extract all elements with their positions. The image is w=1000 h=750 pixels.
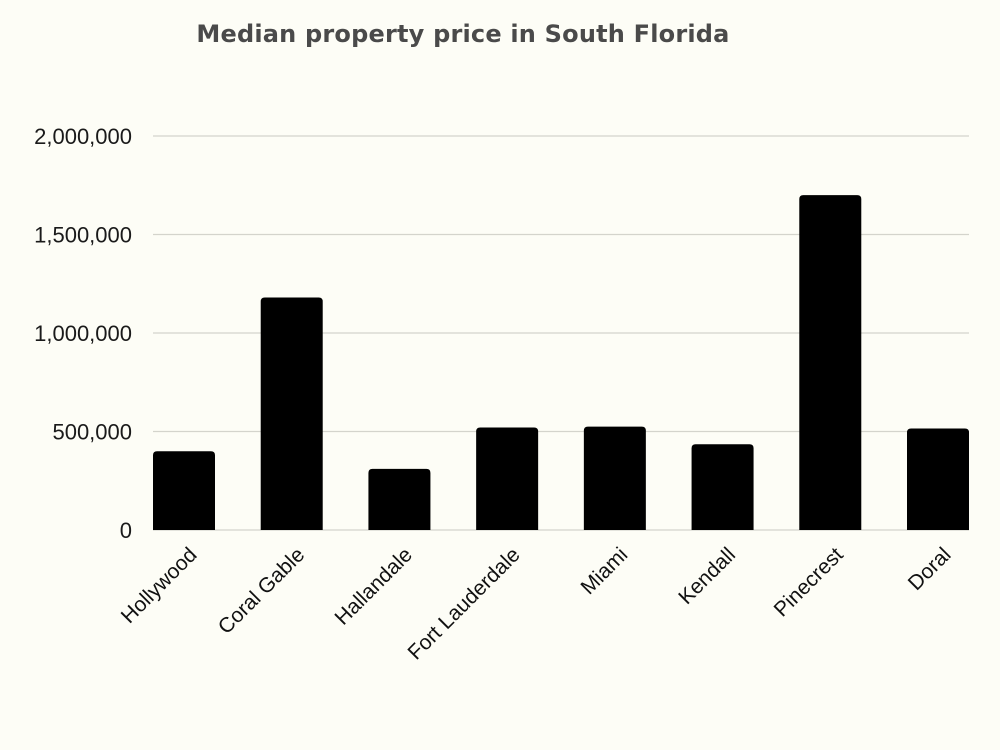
- x-tick-label: Hallandale: [331, 543, 417, 629]
- bar-hollywood: [153, 451, 215, 530]
- x-tick-label: Pinecrest: [770, 543, 848, 621]
- bar-pinecrest: [799, 195, 862, 530]
- bar-doral: [907, 428, 969, 530]
- y-tick-label: 2,000,000: [34, 124, 132, 149]
- x-tick-label: Fort Lauderdale: [404, 543, 525, 664]
- y-axis-ticks: 0 500,000 1,000,000 1,500,000 2,000,000: [34, 124, 132, 543]
- y-tick-label: 0: [120, 518, 132, 543]
- bar-hallandale: [368, 468, 431, 530]
- x-tick-label: Hollywood: [117, 543, 202, 628]
- bar-fort-lauderdale: [476, 427, 539, 530]
- x-tick-label: Coral Gable: [214, 543, 310, 639]
- y-tick-label: 1,500,000: [34, 223, 132, 248]
- bars: [153, 195, 969, 530]
- chart-title: Median property price in South Florida: [196, 20, 730, 48]
- bar-miami: [583, 426, 646, 530]
- bar-coral-gable: [260, 297, 323, 530]
- x-tick-label: Kendall: [674, 543, 740, 609]
- bar-kendall: [691, 444, 754, 530]
- y-tick-label: 1,000,000: [34, 321, 132, 346]
- y-tick-label: 500,000: [52, 420, 132, 445]
- x-tick-label: Doral: [904, 543, 956, 595]
- x-tick-label: Miami: [577, 543, 633, 599]
